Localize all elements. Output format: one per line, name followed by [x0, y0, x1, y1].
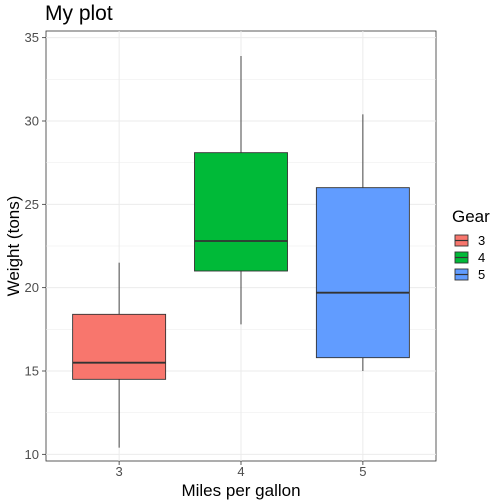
box-group [315, 114, 410, 371]
x-tick-label: 4 [237, 464, 244, 479]
y-axis: 10 15 20 25 30 35 [25, 30, 46, 462]
legend: Gear 3 4 5 [452, 207, 490, 282]
x-tick-label: 3 [116, 464, 123, 479]
legend-title: Gear [452, 207, 490, 226]
y-tick-label: 10 [25, 447, 39, 462]
legend-key: 5 [454, 267, 485, 282]
x-axis: 3 4 5 [116, 461, 366, 479]
legend-label: 3 [478, 233, 485, 248]
box-group [194, 56, 288, 325]
box-body [72, 313, 167, 380]
chart-title: My plot [45, 2, 113, 25]
x-tick-label: 5 [359, 464, 366, 479]
legend-key: 3 [454, 233, 485, 248]
legend-label: 4 [478, 250, 485, 265]
y-tick-label: 15 [25, 364, 39, 379]
y-tick-label: 30 [25, 114, 39, 129]
x-axis-title: Miles per gallon [181, 481, 300, 500]
y-tick-label: 20 [25, 280, 39, 295]
box-body [315, 187, 410, 359]
box-group [72, 262, 167, 448]
legend-label: 5 [478, 267, 485, 282]
box-body [194, 152, 288, 272]
y-axis-title: Weight (tons) [4, 196, 23, 297]
y-tick-label: 25 [25, 197, 39, 212]
legend-key: 4 [454, 250, 485, 265]
box-series [72, 56, 410, 448]
y-tick-label: 35 [25, 30, 39, 45]
